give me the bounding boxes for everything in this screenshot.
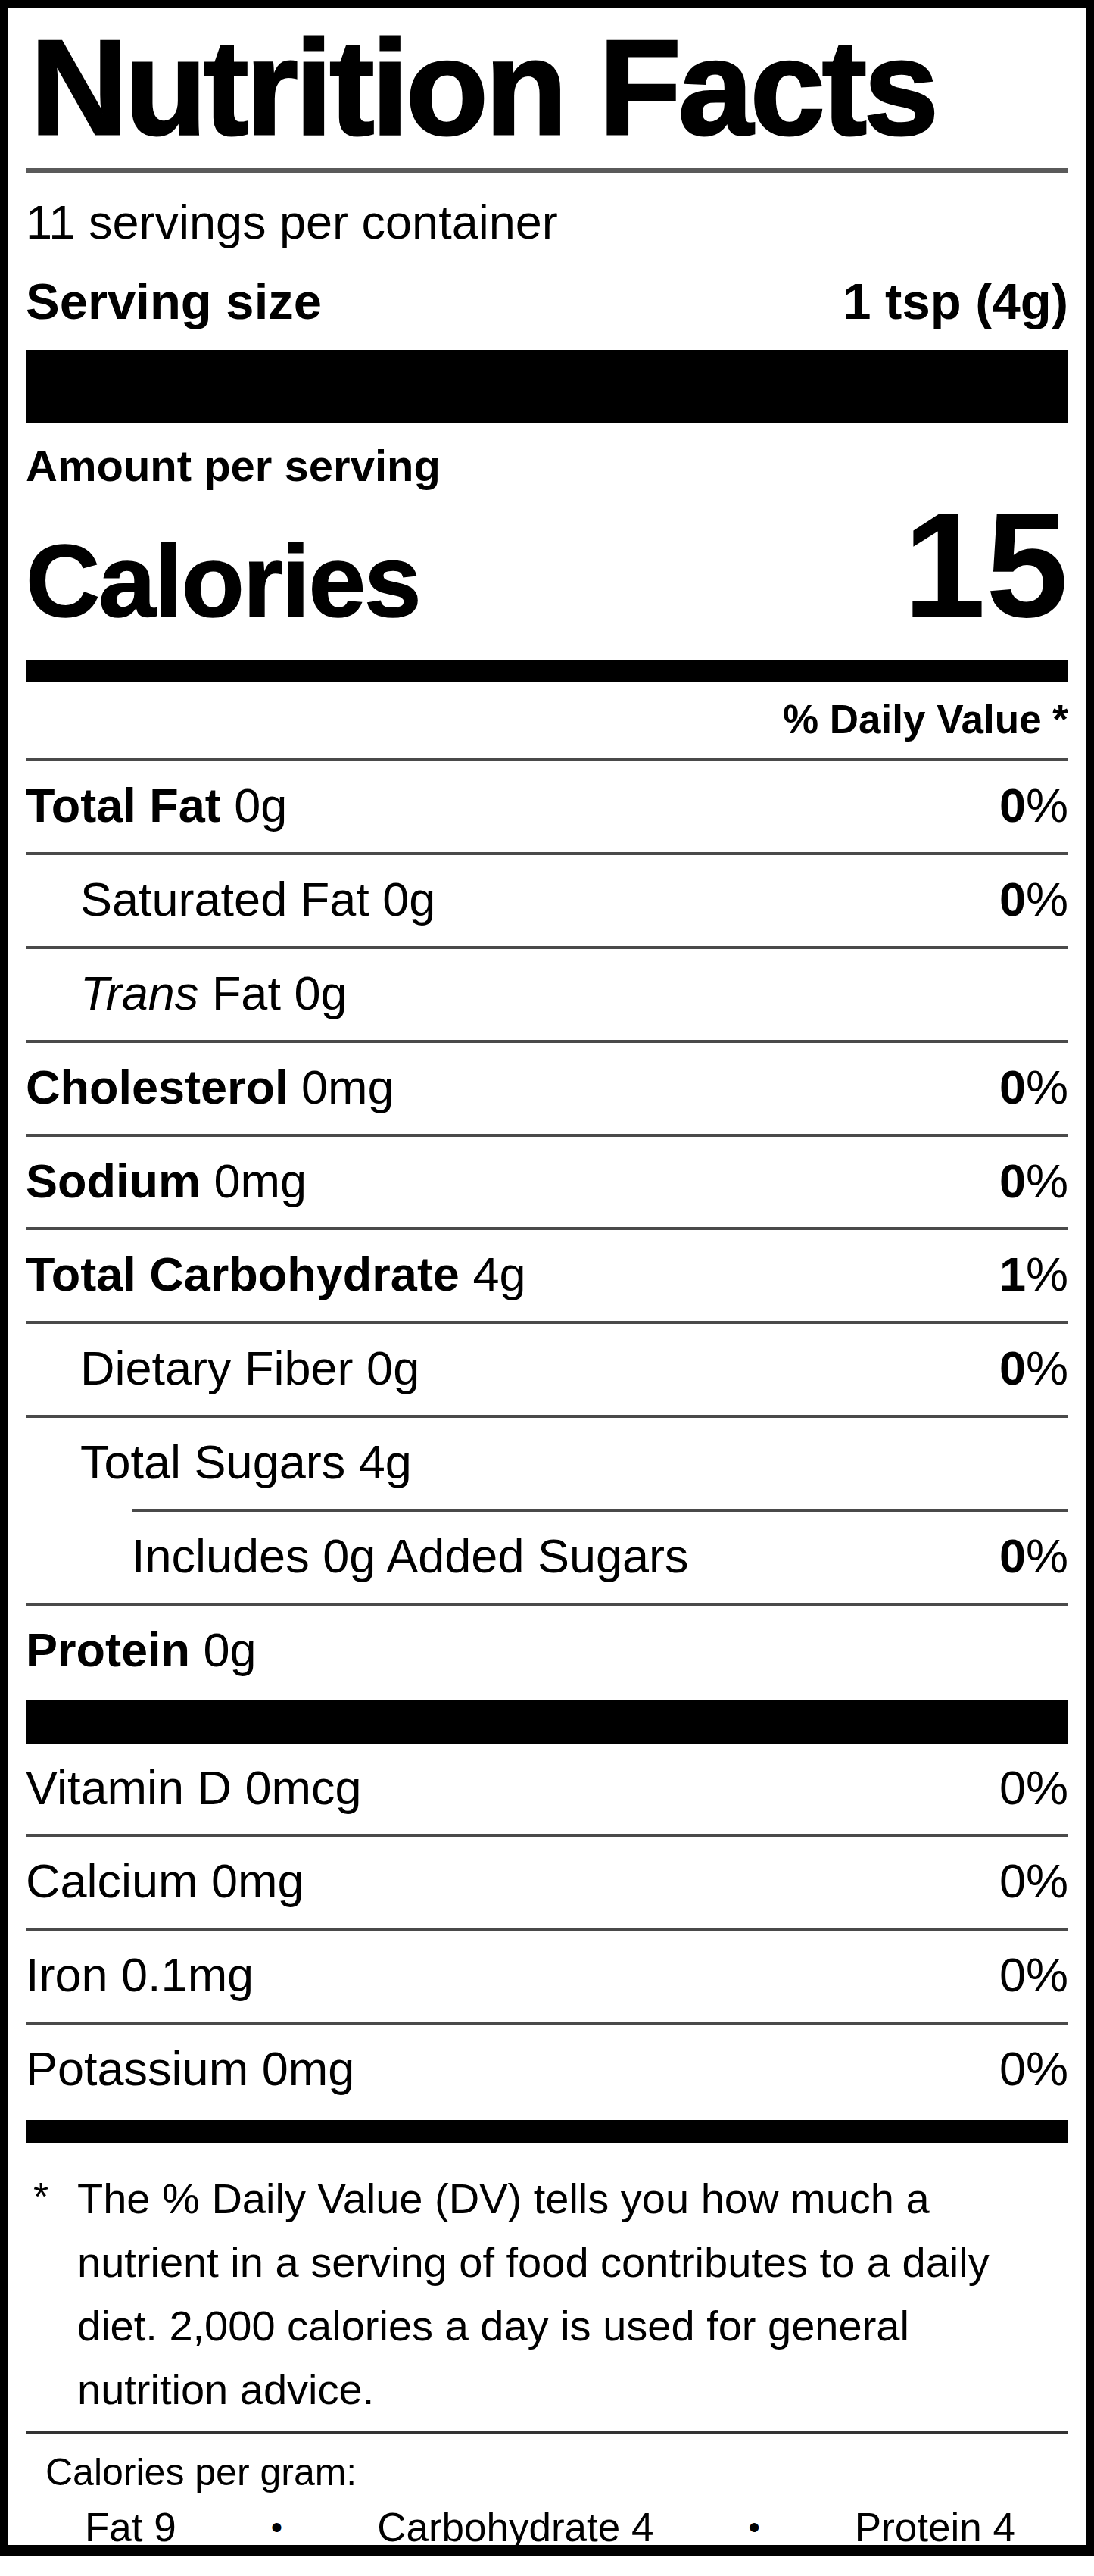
vitamin-row-calcium: Calcium 0mg 0% [26, 1834, 1068, 1928]
nutrient-row-cholesterol: Cholesterol 0mg 0% [26, 1040, 1068, 1134]
calories-value: 15 [903, 492, 1068, 640]
serving-size-value: 1 tsp (4g) [843, 273, 1068, 330]
daily-value-percent: 0% [999, 1854, 1068, 1909]
calories-per-gram-carbohydrate: Carbohydrate 4 [377, 2505, 653, 2550]
daily-value-percent: 0% [999, 1060, 1068, 1115]
thick-divider-bar-top [26, 350, 1068, 423]
nutrient-name-and-amount: Cholesterol 0mg [26, 1060, 394, 1115]
calories-per-gram-items: Fat 9 • Carbohydrate 4 • Protein 4 [26, 2505, 1068, 2550]
servings-per-container: 11 servings per container [26, 195, 1068, 250]
nutrient-name-and-amount: Calcium 0mg [26, 1854, 304, 1909]
nutrient-name-and-amount: Trans Fat 0g [26, 966, 348, 1021]
nutrient-name-and-amount: Total Carbohydrate 4g [26, 1247, 526, 1302]
calories-per-gram-fat: Fat 9 [85, 2505, 176, 2550]
nutrient-row-total-fat: Total Fat 0g 0% [26, 758, 1068, 852]
nutrient-row-saturated-fat: Saturated Fat 0g 0% [26, 852, 1068, 946]
bullet-separator: • [748, 2509, 759, 2546]
nutrient-row-total-carbohydrate: Total Carbohydrate 4g 1% [26, 1227, 1068, 1321]
nutrient-rows-section: Total Fat 0g 0% Saturated Fat 0g 0% Trans Fa… [26, 758, 1068, 1696]
daily-value-percent: 0% [999, 2042, 1068, 2097]
vitamin-row-vitamin-d: Vitamin D 0mcg 0% [26, 1744, 1068, 1834]
serving-size-row: Serving size 1 tsp (4g) [26, 273, 1068, 330]
nutrient-name-and-amount: Sodium 0mg [26, 1154, 307, 1209]
nutrient-name-and-amount: Vitamin D 0mcg [26, 1761, 362, 1816]
vitamin-rows-section: Vitamin D 0mcg 0% Calcium 0mg 0% Iron 0.1mg 0… [26, 1744, 1068, 2115]
nutrient-row-dietary-fiber: Dietary Fiber 0g 0% [26, 1321, 1068, 1415]
nutrient-row-sodium: Sodium 0mg 0% [26, 1134, 1068, 1228]
medium-divider-bar-vitamins [26, 2120, 1068, 2143]
nutrient-name-and-amount: Dietary Fiber 0g [26, 1341, 419, 1396]
footnote-text: The % Daily Value (DV) tells you how muc… [77, 2167, 1068, 2421]
serving-size-label: Serving size [26, 273, 322, 330]
nutrient-row-protein: Protein 0g [26, 1603, 1068, 1697]
daily-value-percent: 0% [999, 1341, 1068, 1396]
calories-row: Calories 15 [26, 492, 1068, 651]
nutrient-name-and-amount: Total Fat 0g [26, 779, 287, 833]
nutrient-name-and-amount: Saturated Fat 0g [26, 873, 435, 927]
medium-divider-bar-calories [26, 660, 1068, 682]
calories-per-gram-protein: Protein 4 [855, 2505, 1015, 2550]
nutrient-name-and-amount: Potassium 0mg [26, 2042, 354, 2097]
nutrient-name-and-amount: Includes 0g Added Sugars [26, 1529, 689, 1584]
divider-calories-per-gram [26, 2431, 1068, 2434]
divider-under-title [26, 168, 1068, 173]
daily-value-percent: 0% [999, 1529, 1068, 1584]
daily-value-percent: 0% [999, 1154, 1068, 1209]
nutrition-facts-label: Nutrition Facts 11 servings per containe… [0, 0, 1094, 2556]
footnote: * The % Daily Value (DV) tells you how m… [26, 2167, 1068, 2421]
nutrient-row-trans-fat: Trans Fat 0g [26, 946, 1068, 1040]
nutrition-label-image: Nutrition Facts 11 servings per containe… [0, 0, 1094, 2576]
nutrient-name-and-amount: Total Sugars 4g [26, 1435, 412, 1490]
daily-value-percent: 0% [999, 1761, 1068, 1816]
daily-value-percent: 0% [999, 1948, 1068, 2003]
label-title: Nutrition Facts [30, 15, 1068, 161]
calories-per-gram-label: Calories per gram: [26, 2451, 1068, 2494]
nutrient-row-total-sugars: Total Sugars 4g [26, 1415, 1068, 1509]
nutrient-row-includes-0g-added-sugars: Includes 0g Added Sugars 0% [26, 1512, 1068, 1603]
daily-value-percent: 0% [999, 779, 1068, 833]
daily-value-header: % Daily Value * [26, 682, 1068, 758]
nutrient-name-and-amount: Iron 0.1mg [26, 1948, 254, 2003]
calories-label: Calories [26, 512, 420, 651]
vitamin-row-iron: Iron 0.1mg 0% [26, 1928, 1068, 2022]
bullet-separator: • [271, 2509, 282, 2546]
vitamin-row-potassium: Potassium 0mg 0% [26, 2022, 1068, 2115]
thick-divider-bar-protein [26, 1700, 1068, 1744]
daily-value-percent: 1% [999, 1247, 1068, 1302]
daily-value-percent: 0% [999, 873, 1068, 927]
footnote-asterisk: * [26, 2167, 77, 2421]
nutrient-name-and-amount: Protein 0g [26, 1623, 257, 1678]
